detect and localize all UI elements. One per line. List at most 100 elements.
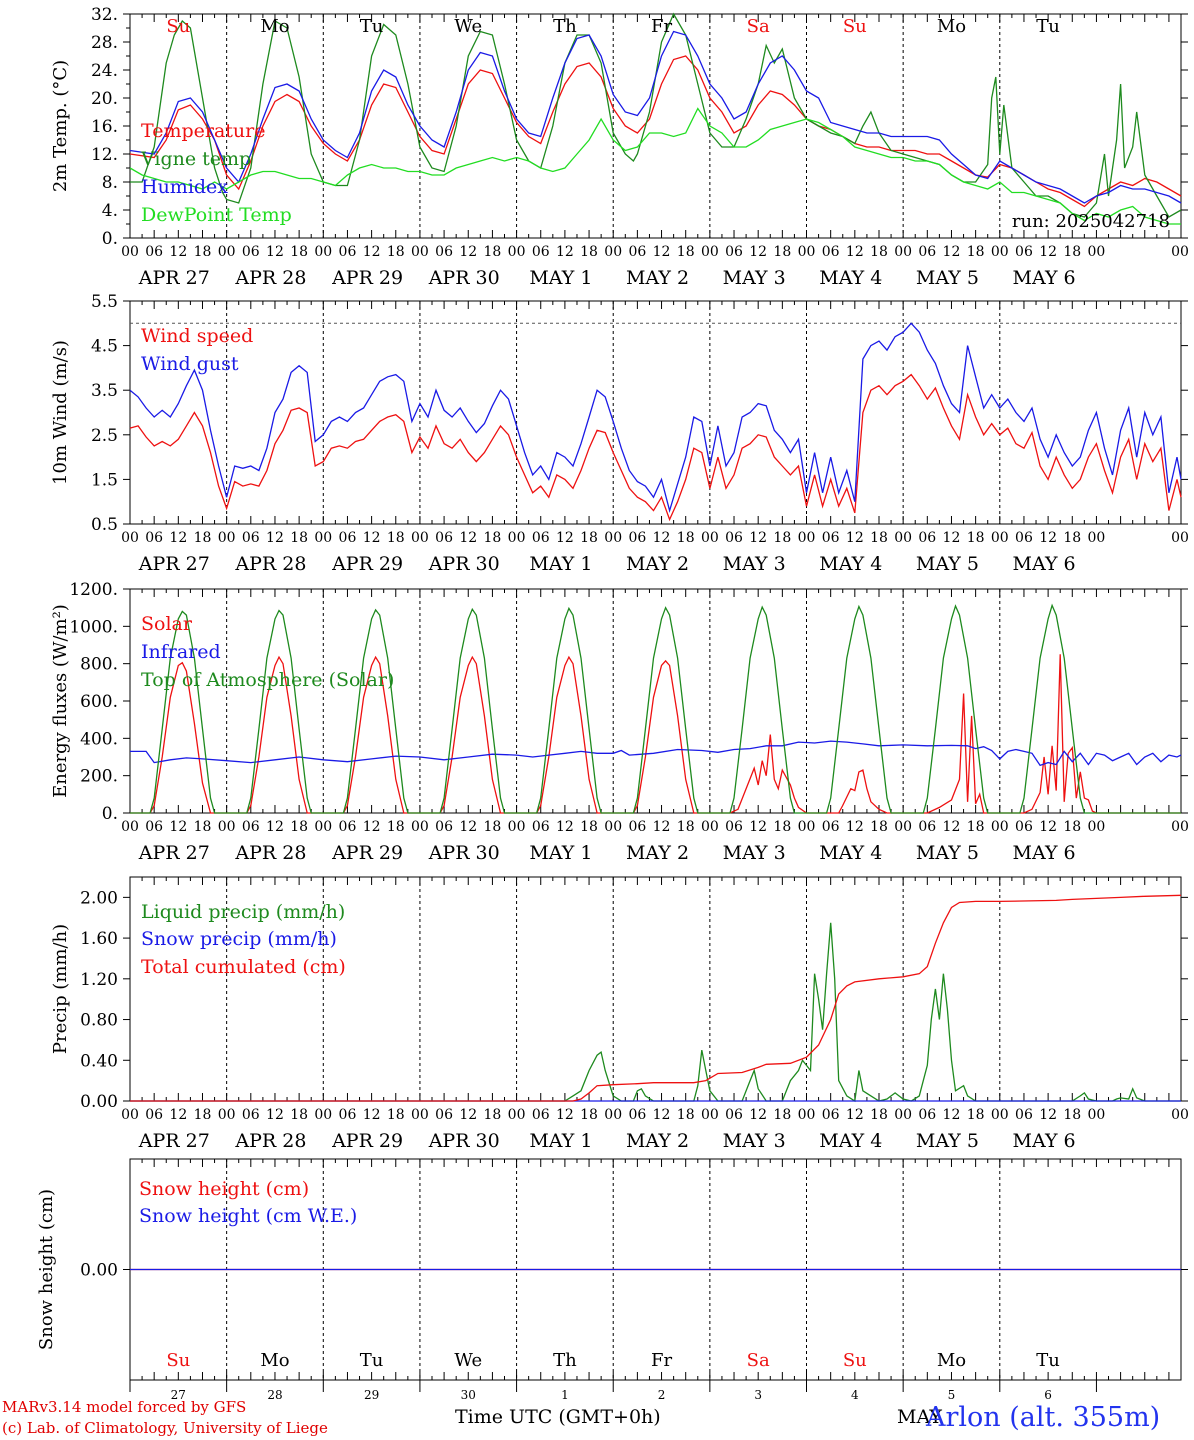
panel-frame (129, 588, 1182, 814)
hour-label: 12 (459, 819, 477, 835)
hour-label: 00 (1171, 530, 1189, 546)
hour-label: 18 (677, 244, 695, 260)
date-label: MAY 6 (1013, 842, 1076, 864)
y-tick-label: 0.40 (80, 1051, 118, 1071)
y-tick-label: 8. (102, 173, 118, 193)
hour-label: 18 (1063, 1107, 1081, 1123)
day-abbr: Mo (937, 1350, 966, 1371)
hour-label: 18 (387, 244, 405, 260)
hour-label: 00 (121, 819, 139, 835)
y-tick-label: 2.5 (91, 426, 118, 446)
hour-label: 12 (943, 530, 961, 546)
day-abbr: Tu (360, 1350, 384, 1371)
run-annotation: run: 2025042718 (1012, 211, 1170, 232)
date-label: MAY 2 (626, 842, 689, 864)
day-number: 29 (364, 1388, 379, 1402)
hour-label: 18 (290, 244, 308, 260)
hour-label: 18 (967, 819, 985, 835)
date-label: APR 28 (234, 553, 306, 575)
legend-entry: Infrared (141, 641, 221, 663)
hour-label: 12 (459, 530, 477, 546)
y-tick-label: 20. (91, 89, 118, 109)
hour-label: 12 (1039, 244, 1057, 260)
hour-label: 06 (242, 530, 260, 546)
panel-frame (129, 300, 1182, 525)
y-tick-label: 12. (91, 145, 118, 165)
date-label: APR 28 (234, 267, 306, 289)
hour-label: 18 (773, 530, 791, 546)
hour-label: 06 (1015, 819, 1033, 835)
date-label: MAY 4 (819, 267, 882, 289)
hour-label: 18 (1063, 819, 1081, 835)
date-label: MAY 1 (529, 1130, 592, 1152)
date-label: MAY 4 (819, 842, 882, 864)
y-tick-label: 0.00 (80, 1261, 118, 1281)
hour-label: 00 (1088, 530, 1106, 546)
hour-label: 06 (532, 1107, 550, 1123)
hour-label: 00 (604, 244, 622, 260)
date-label: APR 27 (138, 267, 210, 289)
hour-label: 06 (435, 244, 453, 260)
hour-label: 06 (725, 244, 743, 260)
date-label: APR 27 (138, 842, 210, 864)
hour-label: 06 (725, 1107, 743, 1123)
legend-entry: Snow precip (mm/h) (141, 928, 337, 950)
date-label: MAY 6 (1013, 1130, 1076, 1152)
date-label: MAY 6 (1013, 553, 1076, 575)
hour-label: 18 (290, 1107, 308, 1123)
hour-label: 18 (483, 1107, 501, 1123)
date-label: APR 27 (138, 1130, 210, 1152)
hour-label: 18 (967, 530, 985, 546)
hour-label: 00 (1088, 819, 1106, 835)
hour-label: 00 (508, 530, 526, 546)
hour-label: 12 (1039, 1107, 1057, 1123)
hour-label: 00 (798, 1107, 816, 1123)
hour-label: 00 (991, 530, 1009, 546)
hour-label: 18 (870, 530, 888, 546)
hour-label: 06 (339, 1107, 357, 1123)
y-tick-label: 0. (102, 229, 118, 249)
day-abbr: Th (553, 1350, 577, 1371)
y-tick-label: 1200. (69, 580, 118, 600)
hour-label: 18 (290, 530, 308, 546)
hour-label: 12 (169, 819, 187, 835)
day-abbr: Tu (360, 16, 384, 37)
hour-label: 18 (1063, 530, 1081, 546)
hour-label: 12 (169, 1107, 187, 1123)
date-label: APR 30 (428, 842, 500, 864)
hour-label: 00 (218, 530, 236, 546)
hour-label: 18 (194, 244, 212, 260)
hour-label: 00 (991, 244, 1009, 260)
y-tick-label: 0.80 (80, 1011, 118, 1031)
hour-label: 06 (822, 530, 840, 546)
hour-label: 00 (798, 530, 816, 546)
y-tick-label: 2.00 (80, 888, 118, 908)
hour-label: 12 (943, 1107, 961, 1123)
hour-label: 00 (218, 244, 236, 260)
y-axis-label: 10m Wind (m/s) (50, 340, 71, 485)
hour-label: 12 (363, 819, 381, 835)
hour-label: 12 (749, 244, 767, 260)
hour-label: 00 (121, 244, 139, 260)
hour-label: 00 (411, 244, 429, 260)
hour-label: 00 (798, 819, 816, 835)
hour-label: 12 (363, 244, 381, 260)
hour-label: 06 (242, 1107, 260, 1123)
hour-label: 00 (701, 1107, 719, 1123)
day-abbr: Sa (747, 16, 770, 37)
series-line (130, 740, 1182, 767)
hour-label: 06 (918, 244, 936, 260)
month-label: MAY (897, 1406, 942, 1428)
series-line (129, 30, 1182, 204)
hour-label: 12 (1039, 819, 1057, 835)
hour-label: 00 (798, 244, 816, 260)
hour-label: 12 (363, 1107, 381, 1123)
hour-label: 18 (773, 1107, 791, 1123)
y-tick-label: 5.5 (91, 292, 118, 312)
date-label: APR 28 (234, 1130, 306, 1152)
day-number: 1 (561, 1388, 569, 1402)
hour-label: 06 (532, 819, 550, 835)
hour-label: 18 (870, 1107, 888, 1123)
legend-entry: Temperature (141, 120, 265, 142)
